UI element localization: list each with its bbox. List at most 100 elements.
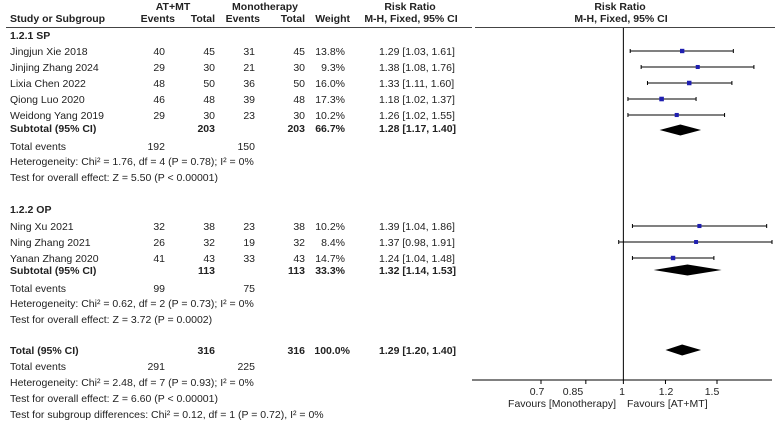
header-rule-left	[6, 27, 472, 28]
events1: 29	[153, 110, 165, 122]
axis-tick-label: 1.5	[704, 386, 720, 398]
events2: 36	[243, 78, 255, 90]
total-events-label: Total events	[10, 141, 67, 153]
total1: 50	[203, 78, 215, 90]
events1: 41	[153, 253, 165, 265]
study-point-marker	[695, 64, 700, 70]
heterogeneity-text: Heterogeneity: Chi² = 1.76, df = 4 (P = …	[10, 156, 254, 168]
weight: 14.7%	[315, 253, 345, 265]
events2: 39	[243, 94, 255, 106]
study-point-marker	[686, 80, 692, 86]
subtotal-total2: 113	[288, 265, 305, 277]
overall-effect-text: Test for overall effect: Z = 3.72 (P = 0…	[10, 314, 213, 326]
risk-ratio-ci: 1.18 [1.02, 1.37]	[379, 94, 455, 106]
study-point-marker	[659, 96, 664, 102]
risk-ratio-ci: 1.24 [1.04, 1.48]	[379, 253, 455, 265]
study-point-marker	[679, 48, 685, 54]
risk-ratio-ci: 1.39 [1.04, 1.86]	[379, 221, 455, 233]
subtotal-total2: 203	[287, 123, 305, 135]
events2: 31	[243, 46, 255, 58]
subtotal-weight: 33.3%	[315, 265, 345, 277]
total-total2: 316	[287, 345, 305, 357]
weight: 8.4%	[321, 237, 345, 249]
axis-tick-label: 0.85	[562, 386, 584, 398]
total-events2: 75	[243, 283, 255, 295]
events2: 21	[243, 62, 255, 74]
total-events-label: Total events	[10, 283, 67, 295]
total1: 32	[203, 237, 215, 249]
total2: 48	[293, 94, 305, 106]
risk-ratio-ci: 1.26 [1.02, 1.55]	[379, 110, 455, 122]
weight-header: Weight	[315, 13, 350, 25]
total2-header: Total	[280, 13, 305, 25]
risk-ratio-header: Risk Ratio	[384, 1, 436, 13]
study-name: Jingjun Xie 2018	[10, 46, 88, 58]
events1: 40	[153, 46, 165, 58]
study-column-header: Study or Subgroup	[10, 13, 106, 25]
total1: 43	[203, 253, 215, 265]
total-label: Total (95% CI)	[10, 345, 79, 357]
favours-right-label: Favours [AT+MT]	[627, 398, 708, 410]
subtotal-ci: 1.32 [1.14, 1.53]	[379, 265, 457, 277]
events1: 46	[153, 94, 165, 106]
total-events2: 225	[237, 361, 255, 373]
total-events-label: Total events	[10, 361, 67, 373]
study-name: Ning Xu 2021	[10, 221, 74, 233]
total1: 45	[203, 46, 215, 58]
events1: 32	[153, 221, 165, 233]
total1: 30	[203, 62, 215, 74]
risk-ratio-ci: 1.37 [0.98, 1.91]	[379, 237, 455, 249]
heterogeneity-text: Heterogeneity: Chi² = 2.48, df = 7 (P = …	[10, 377, 254, 389]
axis-tick-label: 1.2	[658, 386, 674, 398]
total2: 30	[293, 62, 305, 74]
method-plot-header: M-H, Fixed, 95% CI	[574, 13, 668, 25]
pooled-estimate-diamond	[653, 264, 722, 276]
pooled-estimate-diamond	[665, 344, 702, 356]
total-ci: 1.29 [1.20, 1.40]	[379, 345, 457, 357]
total-events1: 291	[147, 361, 165, 373]
study-name: Lixia Chen 2022	[10, 78, 86, 90]
events2: 19	[243, 237, 255, 249]
risk-ratio-ci: 1.29 [1.03, 1.61]	[379, 46, 455, 58]
events2: 23	[243, 221, 255, 233]
total-events1: 99	[153, 283, 165, 295]
header-rule-right	[475, 27, 775, 28]
total2: 32	[293, 237, 305, 249]
study-name: Jinjing Zhang 2024	[10, 62, 99, 74]
study-name: Qiong Luo 2020	[10, 94, 85, 106]
risk-ratio-ci: 1.33 [1.11, 1.60]	[379, 78, 455, 90]
subgroup-1-title: 1.2.1 SP	[10, 30, 51, 42]
overall-effect-text: Test for overall effect: Z = 6.60 (P < 0…	[10, 393, 218, 405]
subtotal-weight: 66.7%	[315, 123, 345, 135]
weight: 10.2%	[315, 110, 345, 122]
weight: 13.8%	[315, 46, 345, 58]
subgroup-differences-text: Test for subgroup differences: Chi² = 0.…	[10, 409, 324, 421]
total-events1: 192	[147, 141, 165, 153]
events1: 26	[153, 237, 165, 249]
study-point-marker	[674, 112, 679, 118]
total2: 45	[293, 46, 305, 58]
total-weight: 100.0%	[314, 345, 350, 357]
events1: 29	[153, 62, 165, 74]
heterogeneity-text: Heterogeneity: Chi² = 0.62, df = 2 (P = …	[10, 298, 254, 310]
total1: 48	[203, 94, 215, 106]
events2-header: Events	[225, 13, 260, 25]
subgroup-2-title: 1.2.2 OP	[10, 204, 52, 216]
overall-effect-text: Test for overall effect: Z = 5.50 (P < 0…	[10, 172, 218, 184]
study-point-marker	[697, 223, 702, 229]
weight: 17.3%	[315, 94, 345, 106]
group1-header: AT+MT	[155, 1, 191, 13]
total2: 50	[293, 78, 305, 90]
subtotal-total1: 203	[197, 123, 215, 135]
study-name: Ning Zhang 2021	[10, 237, 91, 249]
total-total1: 316	[197, 345, 215, 357]
group2-header: Monotherapy	[232, 1, 298, 13]
subtotal-ci: 1.28 [1.17, 1.40]	[379, 123, 457, 135]
total1-header: Total	[190, 13, 215, 25]
subtotal-total1: 113	[198, 265, 215, 277]
total1: 38	[203, 221, 215, 233]
total2: 43	[293, 253, 305, 265]
axis-tick-label: 1	[619, 386, 625, 398]
events2: 33	[243, 253, 255, 265]
